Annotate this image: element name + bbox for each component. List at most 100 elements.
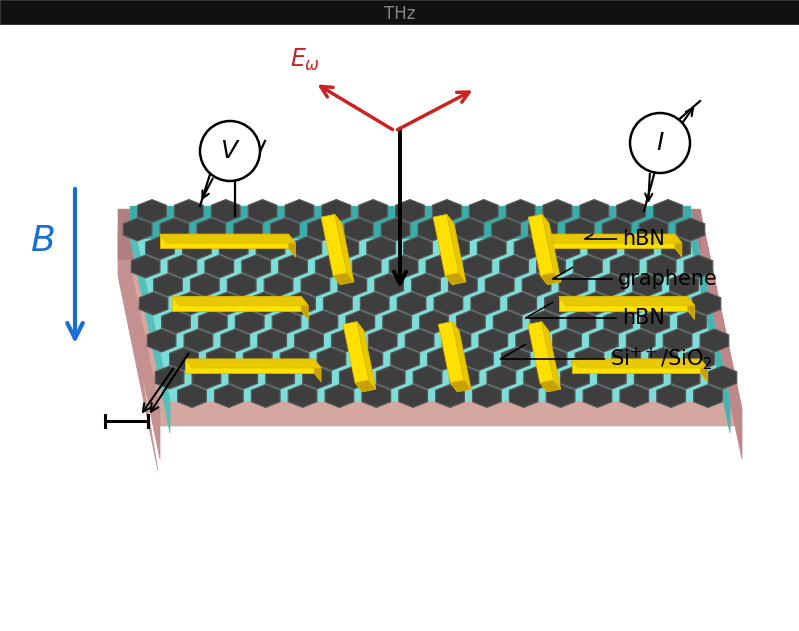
Polygon shape: [236, 310, 264, 333]
Polygon shape: [280, 348, 309, 370]
Polygon shape: [469, 199, 498, 222]
Polygon shape: [130, 206, 170, 433]
Polygon shape: [633, 274, 662, 297]
Polygon shape: [545, 292, 574, 315]
Polygon shape: [551, 237, 580, 259]
Polygon shape: [529, 218, 558, 241]
Polygon shape: [540, 380, 561, 392]
Polygon shape: [670, 274, 698, 297]
Polygon shape: [708, 366, 737, 389]
Polygon shape: [701, 359, 707, 382]
Polygon shape: [198, 310, 227, 333]
Polygon shape: [559, 297, 688, 310]
Polygon shape: [602, 218, 631, 241]
Polygon shape: [182, 237, 211, 259]
Polygon shape: [338, 274, 367, 297]
Polygon shape: [355, 380, 376, 392]
Polygon shape: [130, 206, 730, 401]
Polygon shape: [295, 329, 324, 352]
Polygon shape: [625, 237, 654, 259]
Polygon shape: [618, 292, 647, 315]
Polygon shape: [391, 348, 419, 370]
Polygon shape: [452, 322, 471, 389]
Polygon shape: [575, 348, 604, 370]
Polygon shape: [647, 255, 676, 278]
Polygon shape: [596, 274, 625, 297]
Polygon shape: [539, 348, 566, 370]
Text: $V$: $V$: [220, 139, 240, 163]
Polygon shape: [252, 385, 280, 408]
Polygon shape: [582, 292, 610, 315]
Polygon shape: [649, 348, 678, 370]
Polygon shape: [507, 199, 535, 222]
Polygon shape: [212, 199, 240, 222]
Polygon shape: [445, 273, 466, 285]
Polygon shape: [403, 237, 432, 259]
Polygon shape: [360, 292, 389, 315]
Polygon shape: [561, 366, 590, 389]
Polygon shape: [314, 359, 321, 382]
Polygon shape: [153, 274, 182, 297]
Polygon shape: [426, 255, 455, 278]
Polygon shape: [271, 218, 300, 241]
Polygon shape: [213, 292, 241, 315]
Polygon shape: [675, 234, 682, 257]
Polygon shape: [288, 234, 296, 257]
Polygon shape: [442, 329, 471, 352]
Polygon shape: [690, 206, 730, 433]
Polygon shape: [543, 199, 572, 222]
Polygon shape: [692, 292, 721, 315]
Polygon shape: [160, 218, 189, 241]
Polygon shape: [435, 385, 464, 408]
Polygon shape: [332, 329, 360, 352]
Polygon shape: [574, 255, 602, 278]
Polygon shape: [566, 218, 594, 241]
Polygon shape: [266, 366, 295, 389]
Polygon shape: [357, 322, 376, 389]
Polygon shape: [540, 273, 561, 285]
Polygon shape: [184, 329, 213, 352]
Polygon shape: [639, 218, 668, 241]
Polygon shape: [139, 292, 168, 315]
Polygon shape: [173, 297, 308, 305]
Polygon shape: [258, 329, 287, 352]
Polygon shape: [248, 199, 277, 222]
Polygon shape: [174, 199, 203, 222]
Polygon shape: [455, 218, 483, 241]
Polygon shape: [456, 310, 485, 333]
Polygon shape: [396, 199, 424, 222]
Polygon shape: [447, 215, 466, 282]
Polygon shape: [448, 274, 477, 297]
Polygon shape: [118, 231, 742, 426]
Polygon shape: [192, 366, 221, 389]
Polygon shape: [0, 0, 799, 24]
Polygon shape: [321, 215, 347, 276]
Polygon shape: [242, 255, 270, 278]
Polygon shape: [301, 297, 308, 319]
Polygon shape: [516, 329, 544, 352]
Polygon shape: [173, 297, 301, 310]
Text: $B$: $B$: [30, 224, 54, 258]
Polygon shape: [118, 231, 158, 471]
Polygon shape: [389, 255, 418, 278]
Polygon shape: [486, 274, 514, 297]
Polygon shape: [604, 310, 633, 333]
Polygon shape: [118, 209, 160, 459]
Text: hBN: hBN: [526, 302, 665, 328]
Polygon shape: [131, 255, 160, 278]
Polygon shape: [433, 215, 459, 276]
Polygon shape: [432, 199, 461, 222]
Polygon shape: [375, 274, 403, 297]
Polygon shape: [472, 385, 501, 408]
Polygon shape: [330, 237, 359, 259]
Polygon shape: [250, 292, 279, 315]
Polygon shape: [678, 310, 706, 333]
Polygon shape: [654, 199, 682, 222]
Polygon shape: [502, 348, 530, 370]
Polygon shape: [610, 255, 639, 278]
Polygon shape: [368, 329, 397, 352]
Polygon shape: [528, 322, 554, 383]
Polygon shape: [228, 274, 256, 297]
Polygon shape: [205, 255, 233, 278]
Polygon shape: [287, 292, 316, 315]
